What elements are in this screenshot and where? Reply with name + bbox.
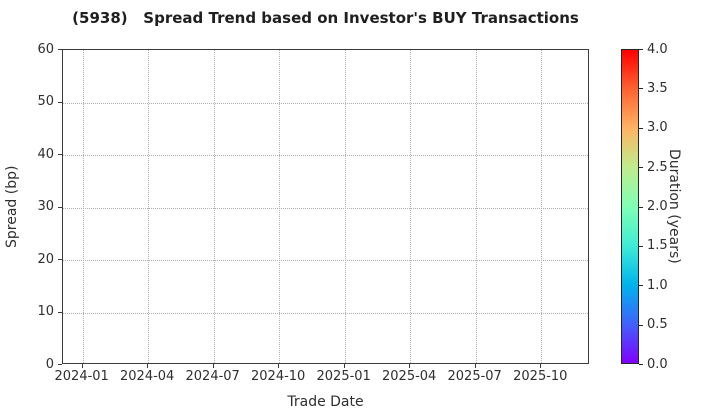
y-tick-label: 50 [37, 94, 54, 109]
y-gridline [63, 312, 588, 314]
x-tick-label: 2024-10 [251, 369, 306, 384]
x-tick-label: 2024-07 [185, 369, 240, 384]
x-tick-mark [147, 364, 149, 368]
x-tick-mark [343, 364, 345, 368]
colorbar-tick-label: 4.0 [647, 41, 668, 57]
x-gridline [213, 50, 215, 363]
colorbar-tick-mark [639, 167, 643, 169]
colorbar-tick-label: 1.5 [647, 238, 668, 254]
colorbar-tick-label: 2.5 [647, 159, 668, 175]
colorbar-label: Duration (years) [666, 149, 682, 264]
colorbar-tick-label: 1.0 [647, 277, 668, 293]
colorbar-tick-label: 3.5 [647, 80, 668, 96]
y-tick-label: 0 [45, 356, 54, 372]
colorbar-tick-label: 3.0 [647, 120, 668, 136]
x-gridline [344, 50, 346, 363]
colorbar-tick-mark [639, 127, 643, 129]
y-tick-mark [58, 364, 62, 365]
y-tick-mark [58, 206, 62, 208]
y-tick-label: 20 [37, 251, 54, 267]
x-gridline [541, 50, 543, 363]
y-gridline [63, 102, 588, 104]
colorbar-tick-label: 0.0 [647, 356, 668, 372]
colorbar-tick-mark [639, 88, 643, 90]
x-tick-mark [540, 364, 542, 368]
y-tick-label: 10 [37, 304, 54, 319]
x-gridline [148, 50, 150, 363]
colorbar-tick-mark [639, 364, 643, 365]
x-tick-mark [474, 364, 476, 368]
colorbar-tick-label: 0.5 [647, 317, 668, 333]
y-gridline [63, 260, 588, 261]
x-tick-label: 2025-04 [382, 369, 437, 384]
x-tick-mark [278, 364, 280, 368]
x-gridline [279, 50, 281, 363]
colorbar-tick-mark [639, 206, 643, 208]
y-gridline [63, 207, 588, 209]
y-tick-mark [58, 154, 62, 155]
x-tick-label: 2025-01 [316, 369, 371, 384]
colorbar-tick-mark [639, 245, 643, 247]
plot-area [62, 49, 589, 364]
x-gridline [82, 50, 84, 363]
x-tick-mark [409, 364, 411, 368]
y-tick-mark [58, 49, 62, 50]
y-tick-mark [58, 259, 62, 260]
colorbar-tick-mark [639, 49, 643, 50]
y-tick-label: 30 [37, 199, 54, 214]
y-gridline [63, 155, 588, 156]
x-tick-label: 2024-04 [120, 369, 175, 384]
colorbar-tick-mark [639, 324, 643, 326]
y-tick-mark [58, 101, 62, 103]
x-tick-mark [81, 364, 83, 368]
x-gridline [410, 50, 412, 363]
x-axis-label: Trade Date [287, 394, 364, 410]
y-tick-label: 60 [37, 41, 54, 57]
colorbar [621, 49, 639, 364]
y-tick-mark [58, 311, 62, 313]
x-tick-label: 2025-10 [513, 369, 568, 384]
colorbar-tick-mark [639, 285, 643, 287]
chart-title: (5938) Spread Trend based on Investor's … [72, 9, 579, 27]
colorbar-tick-label: 2.0 [647, 199, 668, 214]
x-gridline [475, 50, 477, 363]
x-tick-mark [212, 364, 214, 368]
x-tick-label: 2024-01 [54, 369, 109, 384]
y-tick-label: 40 [37, 146, 54, 162]
x-tick-label: 2025-07 [447, 369, 502, 384]
